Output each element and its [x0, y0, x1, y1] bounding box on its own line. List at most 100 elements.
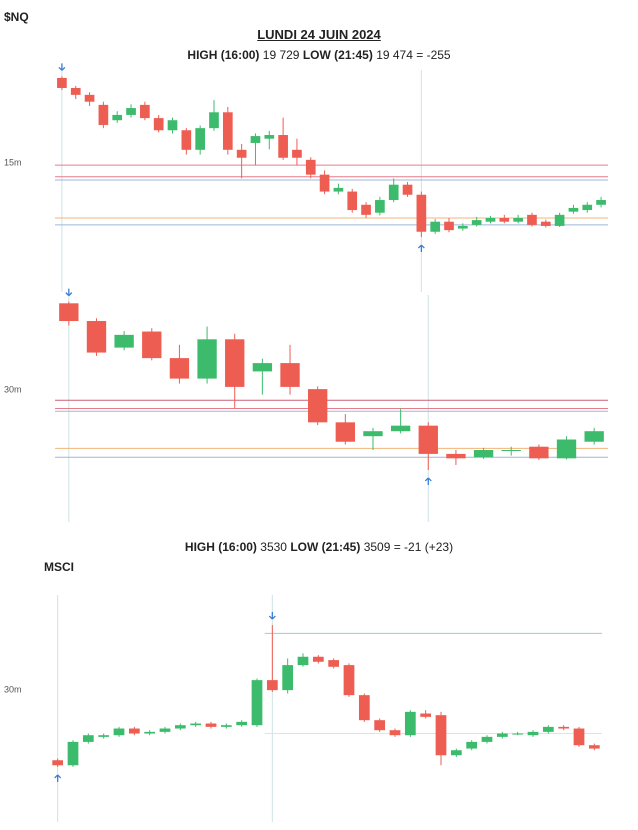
candle-body: [556, 439, 577, 459]
ticker: MSCI: [44, 560, 74, 574]
candle-body: [159, 728, 171, 732]
candle-body: [319, 174, 330, 192]
candle-body: [312, 656, 324, 662]
candle-body: [363, 431, 383, 437]
candle-body: [222, 112, 233, 150]
candle-body: [250, 136, 261, 143]
candle-body: [153, 118, 164, 131]
candle-body: [499, 218, 510, 222]
candlestick-panel: 30m: [4, 288, 608, 522]
candle-body: [466, 741, 478, 749]
candle-body: [98, 735, 110, 737]
label: LOW (21:45): [302, 48, 373, 62]
value: 3509 = -21 (+23): [363, 540, 454, 554]
candle-body: [450, 750, 462, 756]
candle-body: [59, 303, 79, 322]
high-arrow: [268, 612, 276, 620]
candle-body: [266, 680, 278, 691]
value: 19 729: [262, 48, 300, 62]
candle-body: [444, 221, 454, 231]
candle-body: [501, 450, 521, 452]
candle-body: [471, 220, 482, 225]
candle-body: [402, 184, 413, 195]
value: 19 474 = -255: [376, 48, 451, 62]
candle-body: [512, 733, 524, 735]
candle-body: [529, 446, 549, 459]
interval-label: 30m: [4, 385, 22, 395]
candle-body: [205, 723, 217, 727]
candle-body: [596, 200, 606, 205]
candle-body: [236, 721, 248, 726]
candle-body: [388, 184, 399, 201]
candle-body: [390, 425, 411, 432]
candle-body: [98, 104, 109, 125]
candle-body: [114, 334, 134, 348]
candle-body: [82, 735, 94, 742]
candle-body: [84, 94, 95, 102]
candle-body: [558, 726, 570, 729]
candle-body: [297, 656, 309, 666]
candle-body: [358, 695, 370, 721]
candle-body: [264, 135, 275, 139]
candle-body: [374, 720, 386, 731]
candle-body: [142, 331, 162, 359]
msci-summary: HIGH (16:00) 3530 LOW (21:45) 3509 = -21…: [0, 540, 638, 554]
value: 3530: [260, 540, 287, 554]
high-arrow: [65, 288, 73, 297]
candle-body: [361, 204, 371, 215]
candle-body: [282, 665, 294, 691]
label: HIGH (16:00): [184, 540, 257, 554]
candle-body: [190, 723, 202, 726]
candle-body: [540, 221, 551, 226]
candle-body: [126, 108, 136, 115]
low-arrow: [417, 244, 425, 253]
candle-body: [457, 225, 468, 229]
candle-body: [112, 114, 123, 121]
candle-body: [347, 191, 358, 211]
candle-body: [343, 665, 355, 696]
candlestick-panel: 15m: [4, 63, 608, 292]
candle-body: [197, 339, 217, 379]
candle-body: [389, 730, 401, 736]
candle-body: [307, 389, 328, 423]
candle-body: [335, 422, 356, 442]
candle-body: [375, 200, 385, 213]
candle-body: [473, 450, 494, 458]
candle-body: [128, 728, 140, 734]
candle-body: [252, 363, 273, 372]
date-title: LUNDI 24 JUIN 2024: [257, 27, 381, 42]
candle-body: [305, 159, 316, 175]
candle-body: [52, 760, 64, 766]
candle-body: [292, 149, 302, 158]
candle-body: [86, 321, 107, 353]
candle-body: [527, 214, 537, 225]
candle-body: [167, 120, 178, 131]
candle-body: [513, 218, 523, 222]
candle-body: [67, 741, 79, 766]
candle-body: [568, 207, 579, 212]
candle-body: [144, 731, 156, 734]
candle-body: [70, 87, 81, 95]
low-arrow: [424, 477, 432, 485]
candle-body: [582, 204, 593, 211]
candle-body: [57, 77, 67, 88]
candle-body: [333, 187, 344, 192]
candle-body: [404, 711, 416, 736]
candle-body: [420, 713, 432, 717]
candle-body: [280, 363, 300, 387]
interval-label: 15m: [4, 158, 22, 168]
candle-body: [418, 425, 438, 454]
ticker: $NQ: [4, 10, 29, 24]
candle-body: [542, 726, 554, 732]
candle-body: [588, 745, 600, 749]
candle-body: [527, 731, 539, 736]
candle-body: [251, 680, 263, 726]
candle-body: [573, 728, 585, 746]
candle-body: [278, 135, 288, 158]
nq-summary: HIGH (16:00) 19 729 LOW (21:45) 19 474 =…: [0, 48, 638, 62]
candle-body: [195, 128, 206, 150]
candle-body: [446, 453, 466, 459]
candle-body: [435, 715, 447, 756]
candle-body: [496, 733, 508, 737]
